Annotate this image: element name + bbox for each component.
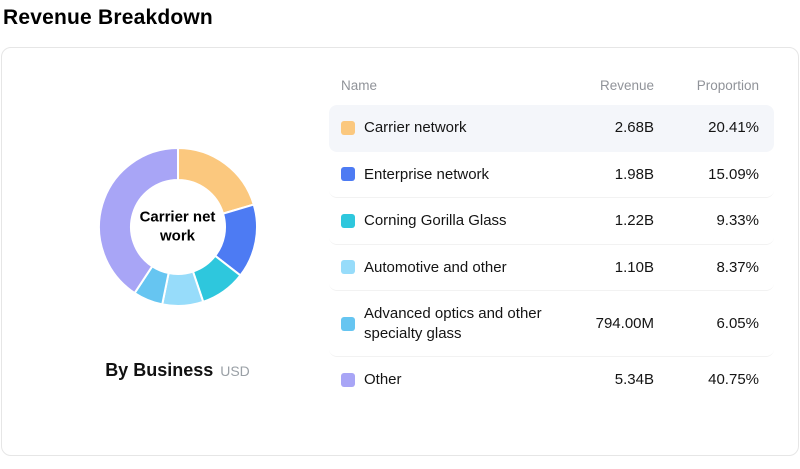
column-header-revenue: Revenue (599, 78, 654, 93)
donut-segment-5[interactable] (97, 147, 179, 295)
proportion-value: 40.75% (708, 371, 759, 389)
table-row-1[interactable]: Enterprise network 1.98B 15.09% (329, 152, 774, 198)
row-label: Enterprise network (364, 165, 490, 183)
proportion-value: 8.37% (716, 258, 759, 276)
chart-caption-title: By Business (105, 360, 214, 380)
proportion-value: 6.05% (716, 315, 759, 332)
row-label: Advanced optics and other specialty glas… (364, 305, 542, 342)
column-header-proportion: Proportion (696, 78, 759, 93)
chart-caption-unit: USD (220, 363, 250, 379)
legend-color-swatch (341, 372, 355, 387)
row-label: Carrier network (364, 119, 467, 136)
legend-color-swatch (341, 316, 355, 331)
name-cell: Enterprise network (341, 165, 544, 185)
legend-color-swatch (341, 167, 355, 182)
revenue-table: Name Revenue Proportion Carrier network … (329, 48, 798, 455)
table-body: Carrier network 2.68B 20.41% Enterprise … (329, 105, 774, 403)
table-header: Name Revenue Proportion (329, 78, 774, 105)
proportion-value: 15.09% (708, 165, 759, 183)
donut-chart: Carrier net work (97, 146, 259, 308)
revenue-value: 5.34B (614, 371, 654, 389)
donut-segment-0[interactable] (176, 147, 255, 215)
donut-center-label: Carrier net work (139, 208, 216, 244)
name-cell: Advanced optics and other specialty glas… (341, 304, 544, 343)
revenue-value: 2.68B (614, 119, 654, 137)
table-row-4[interactable]: Advanced optics and other specialty glas… (329, 291, 774, 357)
donut-svg (97, 147, 258, 307)
table-row-0[interactable]: Carrier network 2.68B 20.41% (329, 105, 774, 152)
row-label: Automotive and other (364, 258, 507, 276)
chart-caption: By Business USD (105, 360, 250, 381)
revenue-breakdown-card: Carrier net work By Business USD Name Re… (1, 47, 799, 456)
proportion-value: 20.41% (708, 119, 759, 137)
proportion-value: 9.33% (716, 212, 759, 230)
name-cell: Carrier network (341, 118, 544, 138)
table-row-5[interactable]: Other 5.34B 40.75% (329, 357, 774, 403)
legend-color-swatch (341, 120, 355, 135)
row-label: Other (364, 371, 402, 388)
legend-color-swatch (341, 260, 355, 275)
revenue-value: 1.10B (614, 258, 654, 276)
name-cell: Automotive and other (341, 258, 544, 278)
table-row-3[interactable]: Automotive and other 1.10B 8.37% (329, 245, 774, 291)
revenue-value: 1.22B (614, 212, 654, 230)
revenue-value: 1.98B (614, 165, 654, 183)
column-header-name: Name (341, 78, 378, 93)
table-row-2[interactable]: Corning Gorilla Glass 1.22B 9.33% (329, 198, 774, 245)
row-label: Corning Gorilla Glass (364, 212, 507, 229)
name-cell: Corning Gorilla Glass (341, 211, 544, 231)
donut-chart-pane: Carrier net work By Business USD (2, 48, 329, 455)
revenue-value: 794.00M (595, 315, 654, 332)
name-cell: Other (341, 370, 544, 390)
legend-color-swatch (341, 213, 355, 228)
page-title: Revenue Breakdown (3, 6, 213, 29)
